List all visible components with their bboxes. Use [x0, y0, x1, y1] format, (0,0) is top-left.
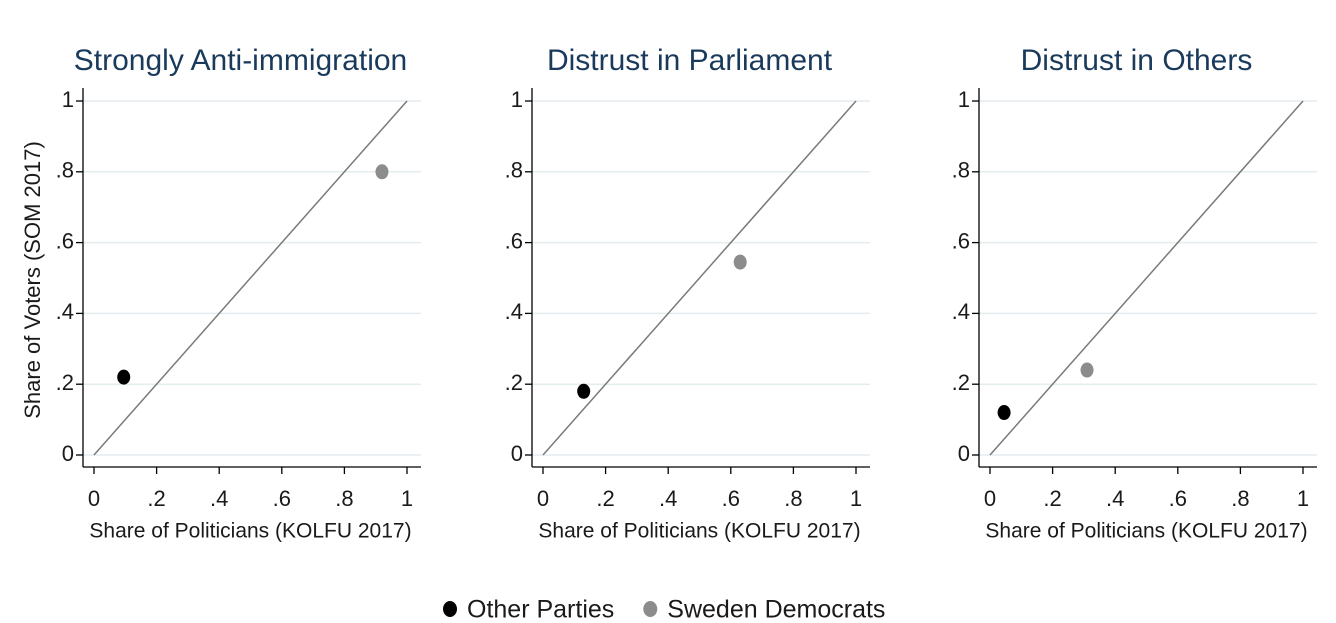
y-tick-label: 1	[958, 87, 970, 112]
equality-line	[989, 100, 1304, 456]
y-tick-label: .2	[56, 370, 74, 395]
x-tick-label: .6	[1169, 486, 1187, 511]
x-axis-label: Share of Politicians (KOLFU 2017)	[538, 520, 860, 543]
legend-marker	[443, 601, 457, 617]
x-tick-label: 1	[850, 486, 862, 511]
point	[1080, 362, 1094, 378]
x-tick-label: 0	[537, 486, 549, 511]
y-tick-label: .4	[56, 299, 74, 324]
x-tick-label: .8	[1231, 486, 1249, 511]
x-tick-label: .8	[784, 486, 802, 511]
x-tick-label: 0	[88, 486, 100, 511]
chart-title: Strongly Anti-immigration	[74, 44, 407, 77]
y-tick-label: 0	[511, 441, 523, 466]
x-tick-label: .2	[1043, 486, 1061, 511]
y-tick-label: 1	[511, 87, 523, 112]
x-tick-label: .4	[1106, 486, 1124, 511]
x-axis-label: Share of Politicians (KOLFU 2017)	[985, 520, 1307, 543]
point	[733, 254, 747, 270]
y-tick-label: 0	[958, 441, 970, 466]
x-tick-label: .4	[659, 486, 677, 511]
chart-title: Distrust in Others	[1021, 44, 1253, 77]
y-tick-label: .6	[952, 228, 970, 253]
x-tick-label: .4	[210, 486, 228, 511]
x-tick-label: 1	[401, 486, 413, 511]
y-tick-label: .6	[505, 228, 523, 253]
x-tick-label: .2	[596, 486, 614, 511]
point	[375, 164, 389, 180]
equality-line	[542, 100, 857, 456]
y-axis-label: Share of Voters (SOM 2017)	[20, 141, 45, 419]
y-tick-label: .2	[505, 370, 523, 395]
legend-label: Sweden Democrats	[667, 596, 885, 623]
chart-title: Distrust in Parliament	[547, 44, 833, 77]
legend-marker	[643, 601, 658, 617]
equality-line	[93, 100, 408, 456]
x-tick-label: .6	[273, 486, 291, 511]
x-tick-label: .8	[335, 486, 353, 511]
y-tick-label: .6	[56, 228, 74, 253]
y-tick-label: 1	[62, 87, 74, 112]
point	[577, 383, 591, 399]
x-tick-label: .2	[147, 486, 165, 511]
x-tick-label: .6	[722, 486, 740, 511]
x-tick-label: 1	[1297, 486, 1309, 511]
y-tick-label: .4	[505, 299, 523, 324]
point	[997, 405, 1011, 421]
x-axis-label: Share of Politicians (KOLFU 2017)	[89, 520, 411, 543]
point	[117, 369, 131, 385]
y-tick-label: .8	[56, 158, 74, 183]
y-tick-label: .8	[952, 158, 970, 183]
y-tick-label: 0	[62, 441, 74, 466]
y-tick-label: .2	[952, 370, 970, 395]
x-tick-label: 0	[984, 486, 996, 511]
y-tick-label: .8	[505, 158, 523, 183]
y-tick-label: .4	[952, 299, 970, 324]
legend-label: Other Parties	[467, 596, 614, 623]
